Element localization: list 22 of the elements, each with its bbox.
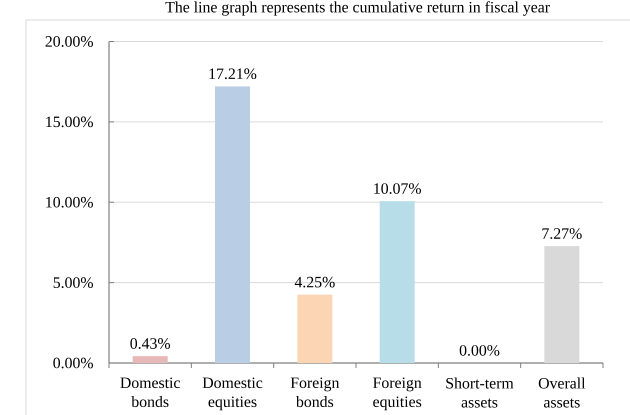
x-tick-label: Foreign bonds [290, 377, 340, 408]
bar [132, 356, 168, 363]
data-label: 17.21% [210, 68, 256, 80]
x-tick-label: Overall assets [538, 377, 586, 408]
x-tick-label: Domestic bonds [120, 377, 180, 408]
data-label: 0.00% [460, 345, 500, 356]
text: The line graph represents the cumulative return in fiscal year [165, 1, 550, 16]
data-label: 0.43% [130, 338, 170, 349]
y-tick-label: 20.00% [46, 36, 94, 47]
data-label: 4.25% [294, 276, 335, 288]
y-tick-label: 5.00% [54, 277, 94, 288]
data-label: 10.07% [374, 183, 421, 194]
data-label: 7.27% [542, 228, 582, 239]
y-tick-label: 15.00% [46, 116, 94, 128]
bar [215, 86, 250, 363]
x-tick-label: Foreign equities [373, 377, 422, 410]
y-tick-label: 10.00% [46, 196, 94, 208]
bar [380, 201, 415, 363]
x-tick-label: Short-term assets [446, 377, 514, 408]
bar [297, 294, 332, 363]
y-tick-label: 0.00% [53, 358, 94, 368]
x-tick-label: Domestic equities [202, 377, 262, 410]
